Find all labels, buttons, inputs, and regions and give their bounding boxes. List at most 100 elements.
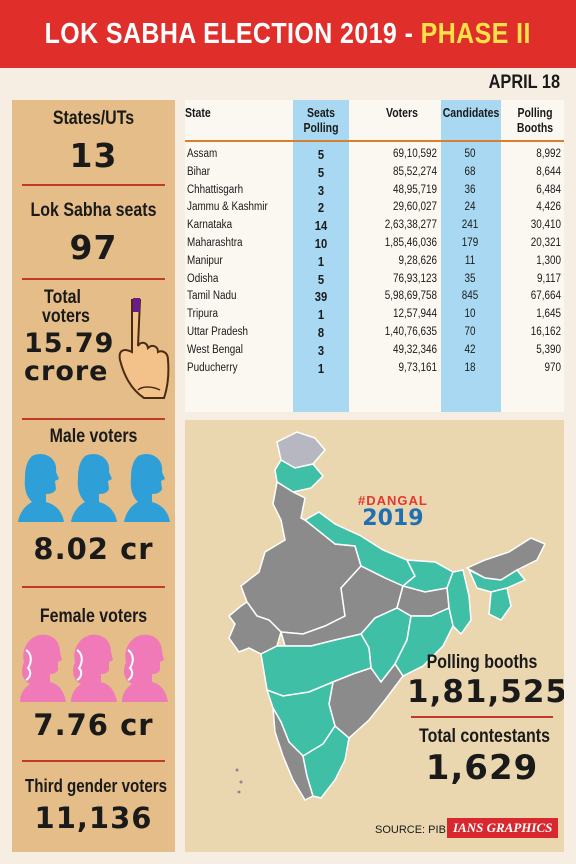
total-label-2: voters: [42, 306, 90, 327]
india-map: [227, 431, 547, 801]
map-island: [235, 768, 239, 772]
cell-candidates: 36: [464, 183, 476, 196]
cell-seats: 39: [314, 289, 328, 305]
female-voters-stat: Female voters: [12, 606, 175, 628]
cell-state: Uttar Pradesh: [187, 326, 249, 338]
male-value-wrap: 8.02 cr: [12, 532, 175, 566]
male-head-icon: [71, 453, 117, 522]
cell-booths: 970: [544, 361, 561, 374]
map-region-polling: [394, 606, 454, 677]
divider: [22, 278, 165, 280]
states-value: 13: [69, 136, 118, 175]
divider: [22, 418, 165, 420]
cell-state: Jammu & Kashmir: [187, 201, 268, 214]
cell-booths: 5,390: [536, 343, 561, 356]
booths-value: 1,81,525: [407, 674, 564, 710]
cell-candidates: 70: [464, 326, 476, 338]
cell-candidates: 10: [464, 308, 476, 321]
cell-booths: 8,644: [536, 165, 561, 178]
cell-candidates: 24: [464, 201, 476, 214]
candidates-column-shade: [441, 100, 501, 412]
female-head-icon: [71, 634, 117, 702]
male-label: Male voters: [49, 426, 138, 447]
contestants-stat: Total contestants 1,629: [407, 726, 557, 788]
cell-voters: 76,93,123: [392, 272, 437, 285]
cell-seats: 10: [314, 236, 328, 251]
cell-seats: 3: [317, 342, 325, 358]
third-gender-stat: Third gender voters 11,136: [12, 776, 175, 835]
cell-state: Assam: [187, 148, 218, 160]
header-seats: Seats Polling: [297, 106, 344, 136]
cell-candidates: 68: [464, 165, 476, 178]
cell-voters: 9,28,626: [398, 254, 437, 267]
cell-booths: 4,426: [536, 201, 561, 214]
cell-voters: 29,60,027: [392, 201, 437, 214]
cell-state: Odisha: [187, 272, 219, 285]
table-row: Assam 5 69,10,592 50 8,992: [185, 146, 564, 164]
header-rule: [185, 140, 564, 142]
page-title: LOK SABHA ELECTION 2019 - PHASE II: [45, 18, 531, 51]
male-head-icon: [18, 453, 64, 522]
cell-candidates: 845: [461, 290, 479, 303]
cell-state: Chhattisgarh: [187, 183, 244, 196]
table-row: Puducherry 1 9,73,161 18 970: [185, 360, 564, 378]
table-row: West Bengal 3 49,32,346 42 5,390: [185, 342, 564, 360]
map-region-polling: [467, 568, 527, 593]
male-icons: [18, 452, 170, 522]
table-row: Tamil Nadu 39 5,98,69,758 845 67,664: [185, 288, 564, 306]
cell-state: Karnataka: [187, 219, 233, 232]
cell-seats: 1: [317, 253, 325, 269]
title-banner: LOK SABHA ELECTION 2019 - PHASE II: [0, 0, 576, 68]
dangal-logo: #DANGAL 2019: [358, 493, 428, 530]
map-region-polling: [274, 458, 325, 493]
table-row: Uttar Pradesh 8 1,40,76,635 70 16,162: [185, 324, 564, 342]
total-unit: crore: [24, 356, 109, 387]
title-phase: PHASE II: [420, 17, 532, 50]
cell-booths: 1,300: [536, 254, 561, 267]
table-row: Bihar 5 85,52,274 68 8,644: [185, 164, 564, 182]
cell-voters: 9,73,161: [398, 361, 437, 374]
cell-state: Tripura: [187, 308, 218, 321]
cell-booths: 6,484: [536, 183, 561, 196]
header-booths-line1: Polling: [517, 106, 553, 120]
phase-table: State Seats Polling Voters Candidates Po…: [185, 100, 564, 412]
cell-seats: 1: [317, 307, 325, 323]
cell-booths: 8,992: [536, 148, 561, 160]
cell-voters: 12,57,944: [392, 308, 437, 321]
states-stat: States/UTs 13: [12, 108, 175, 175]
cell-candidates: 35: [464, 272, 476, 285]
cell-state: West Bengal: [187, 343, 243, 356]
table-row: Maharashtra 10 1,85,46,036 179 20,321: [185, 235, 564, 253]
cell-candidates: 42: [464, 343, 476, 356]
table-row: Jammu & Kashmir 2 29,60,027 24 4,426: [185, 199, 564, 217]
cell-voters: 48,95,719: [392, 183, 437, 196]
male-value: 8.02 cr: [33, 532, 154, 566]
cell-seats: 2: [317, 200, 325, 216]
cell-state: Bihar: [187, 165, 211, 178]
cell-voters: 1,85,46,036: [384, 237, 437, 249]
title-main: LOK SABHA ELECTION 2019 -: [44, 17, 421, 50]
seats-label: Lok Sabha seats: [30, 200, 157, 221]
seats-value: 97: [69, 228, 118, 267]
cell-voters: 69,10,592: [392, 148, 437, 160]
cell-booths: 20,321: [530, 237, 561, 249]
cell-candidates: 179: [461, 237, 479, 249]
third-label: Third gender voters: [25, 776, 168, 796]
cell-seats: 14: [314, 218, 328, 234]
map-island: [239, 780, 243, 784]
total-voters-stat: Total voters 15.79 crore: [12, 288, 175, 386]
divider: [22, 586, 165, 588]
table-row: Chhattisgarh 3 48,95,719 36 6,484: [185, 182, 564, 200]
booths-label: Polling booths: [426, 652, 538, 673]
contestants-label: Total contestants: [419, 726, 550, 747]
divider: [411, 716, 553, 718]
header-booths-line2: Booths: [516, 121, 554, 135]
map-region-polling: [302, 724, 350, 799]
table-row: Tripura 1 12,57,944 10 1,645: [185, 306, 564, 324]
female-value: 7.76 cr: [33, 708, 154, 742]
cell-booths: 9,117: [536, 272, 561, 285]
cell-seats: 5: [317, 164, 325, 180]
cell-booths: 1,645: [536, 308, 561, 321]
cell-booths: 16,162: [530, 326, 561, 338]
cell-voters: 85,52,274: [392, 165, 437, 178]
